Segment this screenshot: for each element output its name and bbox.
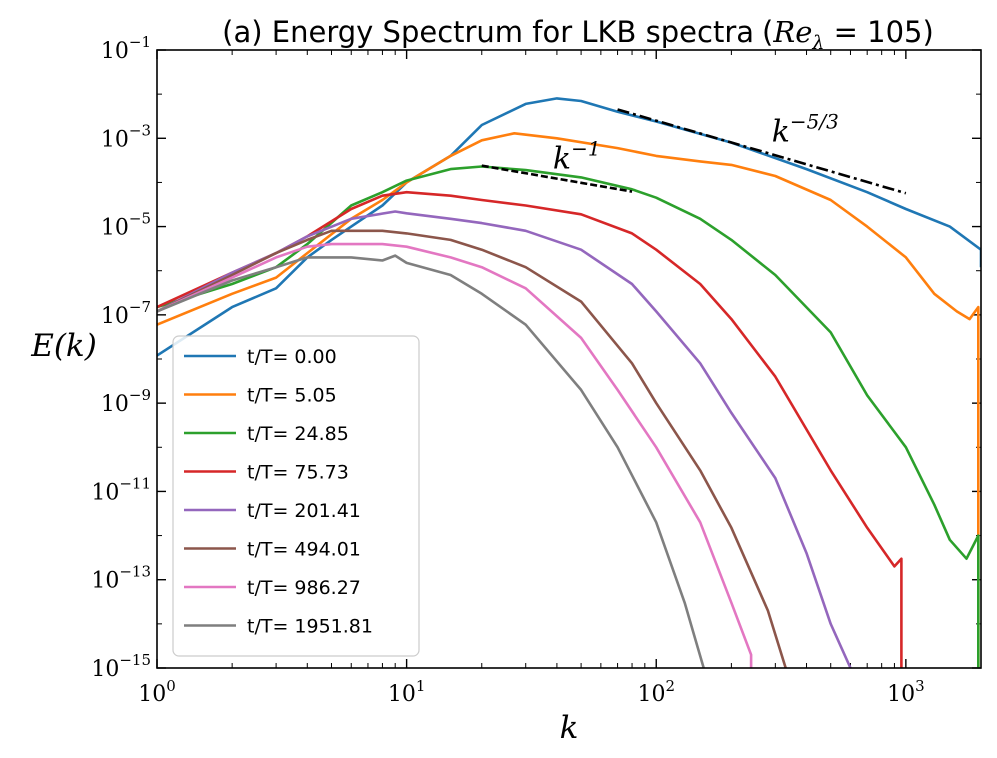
legend-box bbox=[172, 335, 420, 657]
y-tick-label-exp: −3 bbox=[129, 121, 151, 139]
reference-line-label-0: k−1 bbox=[553, 137, 601, 177]
series-line-4 bbox=[157, 210, 852, 668]
plot-frame bbox=[156, 49, 982, 669]
legend-label-2: t/T= 24.85 bbox=[247, 423, 349, 445]
y-tick-label: 10−11 bbox=[91, 474, 151, 505]
y-tick-label-base: 10 bbox=[101, 392, 129, 417]
y-tick-label: 10−3 bbox=[101, 121, 151, 152]
x-tick-label-base: 10 bbox=[637, 682, 665, 707]
legend-label-4: t/T= 201.41 bbox=[247, 500, 361, 522]
x-tick-label-base: 10 bbox=[388, 682, 416, 707]
y-tick-label-base: 10 bbox=[91, 657, 119, 682]
x-tick-label-exp: 2 bbox=[665, 677, 675, 695]
y-tick-label-base: 10 bbox=[101, 304, 129, 329]
legend: t/T= 0.00 t/T= 5.05 t/T= 24.85 t/T= 75.73 t/… bbox=[172, 335, 420, 657]
x-tick-label: 103 bbox=[887, 677, 925, 707]
reference-line-label-base: k bbox=[553, 142, 571, 177]
y-tick-label-exp: −9 bbox=[129, 386, 151, 404]
y-tick-label-exp: −15 bbox=[119, 651, 151, 669]
legend-label-3: t/T= 75.73 bbox=[247, 462, 349, 484]
y-tick-label-base: 10 bbox=[101, 216, 129, 241]
y-tick-label: 10−15 bbox=[91, 651, 151, 682]
y-tick-label-exp: −7 bbox=[129, 298, 151, 316]
chart-title: (a) Energy Spectrum for LKB spectra (Reλ … bbox=[222, 15, 934, 54]
series-line-6 bbox=[157, 242, 753, 668]
series-layer bbox=[157, 97, 981, 668]
x-tick-label: 100 bbox=[138, 677, 176, 707]
y-axis-label: E(k) bbox=[30, 328, 97, 364]
legend-label-7: t/T= 1951.81 bbox=[247, 616, 373, 638]
x-tick-label-base: 10 bbox=[138, 682, 166, 707]
series-line-7 bbox=[157, 254, 705, 668]
y-tick-label-exp: −1 bbox=[129, 33, 151, 51]
series-line-5 bbox=[157, 229, 787, 668]
legend-label-0: t/T= 0.00 bbox=[247, 346, 337, 368]
series-line-3 bbox=[157, 190, 903, 668]
reference-line-0 bbox=[481, 164, 633, 193]
x-tick-label: 101 bbox=[388, 677, 426, 707]
y-tick-label-base: 10 bbox=[101, 127, 129, 152]
reference-line-label-base: k bbox=[772, 114, 790, 149]
axis-ticks: 100 101 102 10310−110−310−510−710−910−1110−… bbox=[91, 33, 982, 707]
reference-line-label-exp: −1 bbox=[571, 137, 600, 161]
series-line-2 bbox=[157, 165, 980, 668]
y-tick-label-exp: −13 bbox=[119, 563, 151, 581]
y-tick-label: 10−9 bbox=[101, 386, 151, 417]
x-tick-label-exp: 0 bbox=[166, 677, 176, 695]
chart-title-math-sub: λ bbox=[811, 32, 824, 54]
legend-label-1: t/T= 5.05 bbox=[247, 385, 337, 407]
chart-title-text: (a) Energy Spectrum for LKB spectra bbox=[222, 15, 754, 49]
y-tick-label-base: 10 bbox=[91, 569, 119, 594]
legend-label-6: t/T= 986.27 bbox=[247, 577, 361, 599]
x-tick-label-exp: 1 bbox=[416, 677, 426, 695]
x-tick-label: 102 bbox=[637, 677, 675, 707]
y-tick-label: 10−5 bbox=[101, 210, 151, 241]
y-tick-label-exp: −11 bbox=[119, 474, 151, 492]
reference-line-label-exp: −5/3 bbox=[790, 109, 839, 133]
series-line-0 bbox=[157, 97, 981, 357]
y-tick-label-exp: −5 bbox=[129, 210, 151, 228]
y-tick-label: 10−13 bbox=[91, 563, 151, 594]
reference-line-1 bbox=[617, 108, 907, 195]
x-tick-label-exp: 3 bbox=[915, 677, 925, 695]
x-tick-label-base: 10 bbox=[887, 682, 915, 707]
chart-title-math-rest: = 105 bbox=[824, 15, 922, 49]
legend-label-5: t/T= 494.01 bbox=[247, 539, 361, 561]
x-axis-label: k bbox=[560, 710, 579, 746]
series-line-1 bbox=[157, 132, 980, 668]
chart-title-math-var: Re bbox=[772, 15, 812, 49]
y-tick-label: 10−1 bbox=[101, 33, 151, 64]
y-tick-label-base: 10 bbox=[101, 39, 129, 64]
y-tick-label: 10−7 bbox=[101, 298, 151, 329]
y-tick-label-base: 10 bbox=[91, 480, 119, 505]
reference-lines: k−1 k−5/3 bbox=[481, 108, 907, 195]
reference-line-label-1: k−5/3 bbox=[772, 109, 839, 149]
